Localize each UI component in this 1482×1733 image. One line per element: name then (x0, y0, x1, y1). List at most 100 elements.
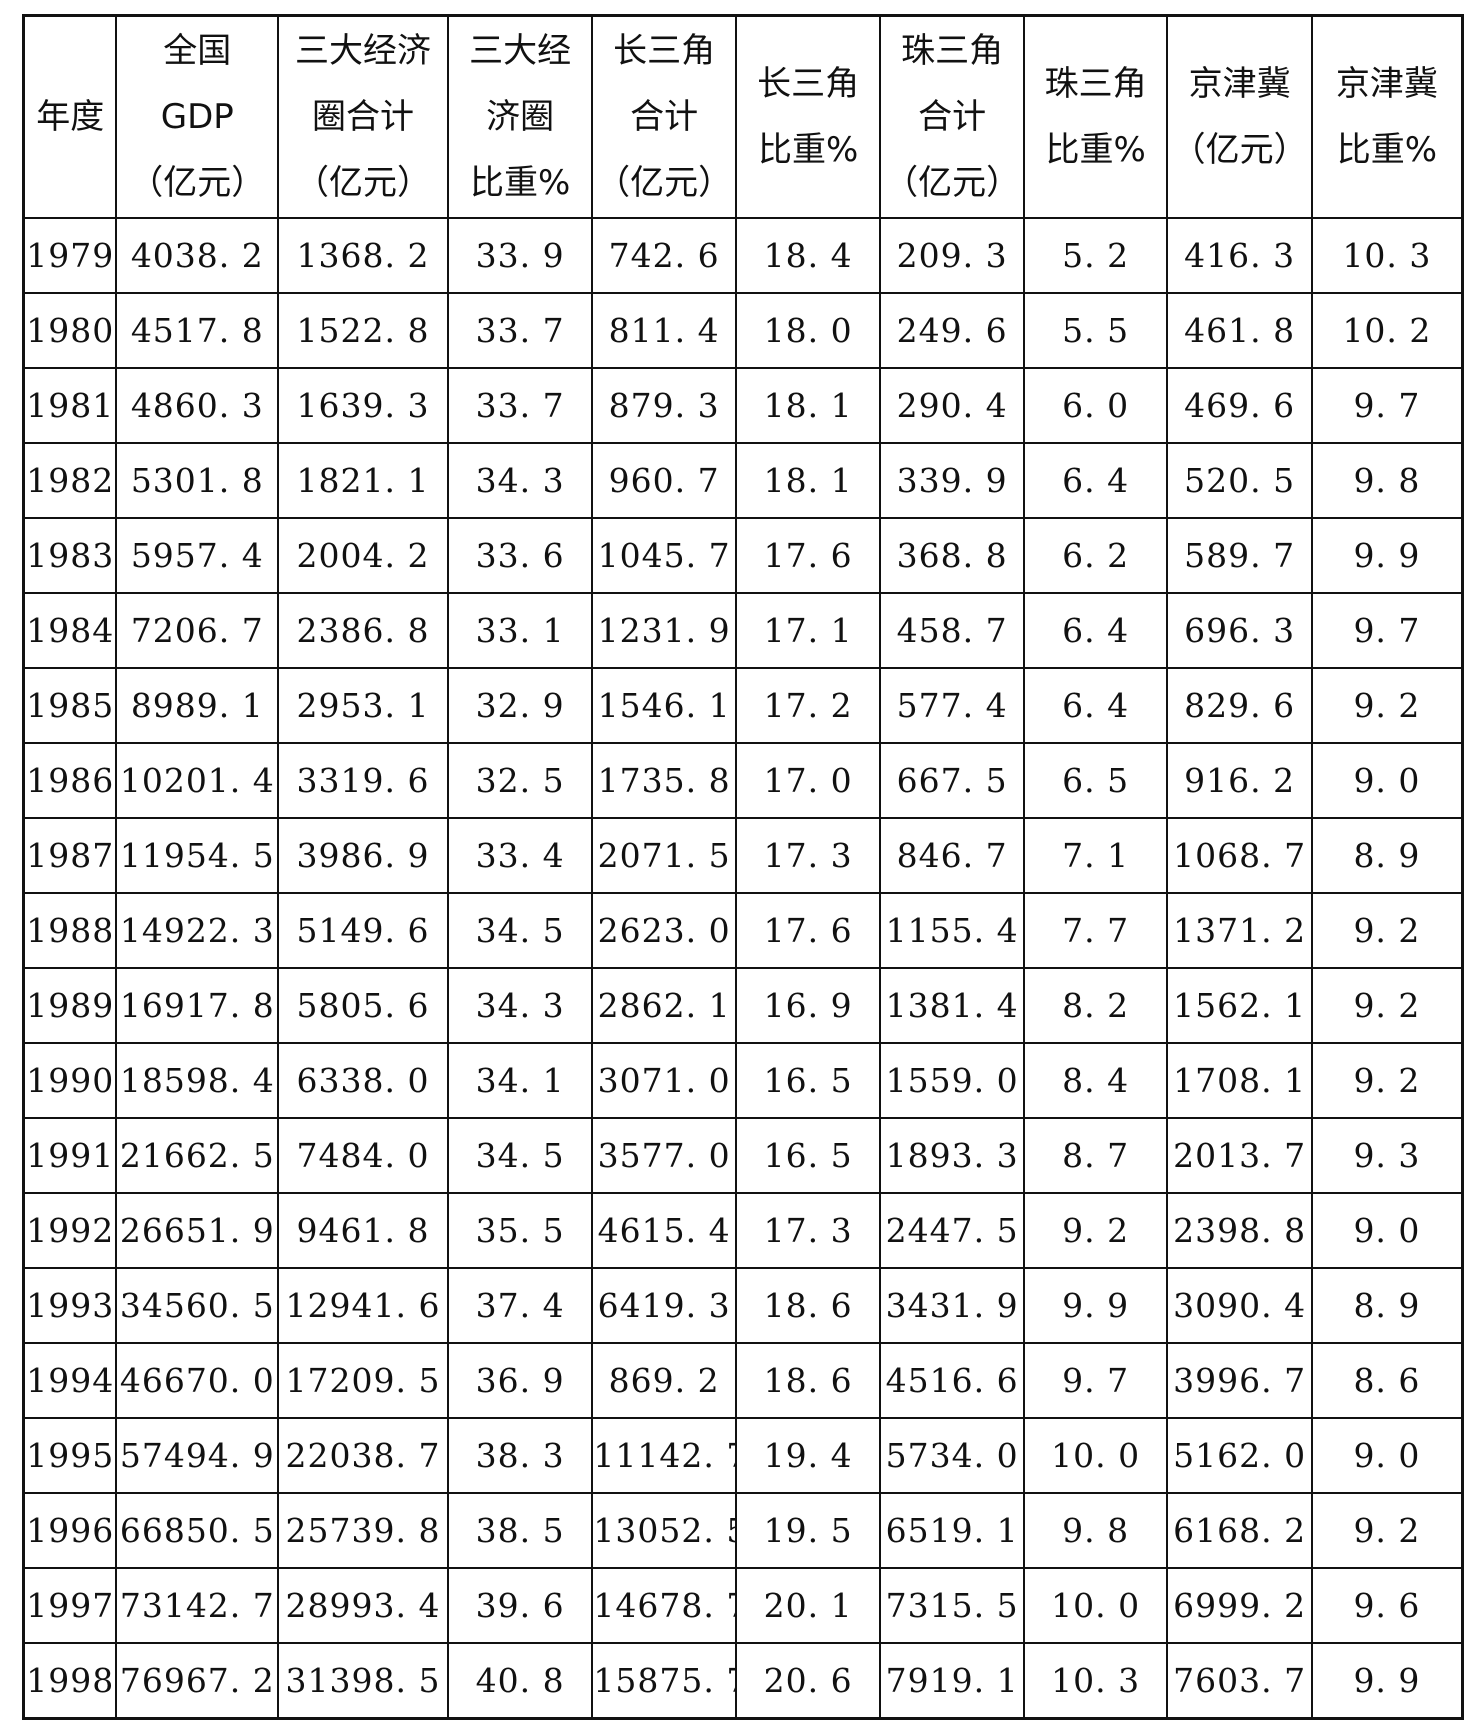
table-cell: 17. 0 (734, 742, 882, 819)
table-cell: 21662. 5 (115, 1117, 280, 1194)
table-cell: 34. 1 (446, 1042, 594, 1119)
column-header-line: 长三角 (613, 31, 716, 71)
table-body: 1979 4038. 2 1368. 2 33. 9 742. 6 18. 4 209. 3… (22, 217, 1464, 1720)
gdp-economic-circle-table: 年度 全国 GDP （亿元） 三大经济 圈合计 （亿元） 三大经 济圈 比重% 长三角 合计 （亿元）长… (22, 14, 1464, 1720)
year-cell: 1987 (22, 817, 118, 894)
table-cell: 6419. 3 (591, 1267, 737, 1344)
table-cell: 16. 9 (734, 967, 882, 1044)
column-header-line: 合计 (918, 97, 987, 137)
table-cell: 6999. 2 (1166, 1567, 1313, 1644)
table-row: 1983 5957. 4 2004. 2 33. 6 1045. 7 17. 6 368. … (22, 517, 1464, 594)
column-header: 珠三角 合计 （亿元） (879, 14, 1025, 219)
table-cell: 9. 8 (1310, 442, 1464, 519)
table-cell: 9. 3 (1310, 1117, 1464, 1194)
table-cell: 19. 5 (734, 1492, 882, 1569)
table-cell: 34. 5 (446, 1117, 594, 1194)
column-header-line: 比重% (470, 163, 571, 203)
table-cell: 17. 1 (734, 592, 882, 669)
table-cell: 9. 7 (1310, 367, 1464, 444)
table-row: 1980 4517. 8 1522. 8 33. 7 811. 4 18. 0 249. 6… (22, 292, 1464, 369)
table-cell: 5149. 6 (277, 892, 449, 969)
year-cell: 1992 (22, 1192, 118, 1269)
table-cell: 19. 4 (734, 1417, 882, 1494)
header-row: 年度 全国 GDP （亿元） 三大经济 圈合计 （亿元） 三大经 济圈 比重% 长三角 合计 （亿元）长… (22, 14, 1464, 219)
table-row: 1992 26651. 9 9461. 8 35. 5 4615. 4 17. 3 2447… (22, 1192, 1464, 1269)
table-cell: 16917. 8 (115, 967, 280, 1044)
table-cell: 35. 5 (446, 1192, 594, 1269)
table-header: 年度 全国 GDP （亿元） 三大经济 圈合计 （亿元） 三大经 济圈 比重% 长三角 合计 （亿元）长… (22, 14, 1464, 219)
table-cell: 1068. 7 (1166, 817, 1313, 894)
table-cell: 1893. 3 (879, 1117, 1025, 1194)
table-cell: 11142. 7 (591, 1417, 737, 1494)
table-cell: 6168. 2 (1166, 1492, 1313, 1569)
table-cell: 76967. 2 (115, 1642, 280, 1720)
column-header: 三大经 济圈 比重% (446, 14, 594, 219)
table-cell: 1546. 1 (591, 667, 737, 744)
table-cell: 6338. 0 (277, 1042, 449, 1119)
column-header: 京津冀 （亿元） (1166, 14, 1313, 219)
year-cell: 1979 (22, 217, 118, 294)
year-cell: 1988 (22, 892, 118, 969)
year-cell: 1995 (22, 1417, 118, 1494)
table-cell: 38. 3 (446, 1417, 594, 1494)
table-cell: 7206. 7 (115, 592, 280, 669)
table-cell: 589. 7 (1166, 517, 1313, 594)
table-cell: 577. 4 (879, 667, 1025, 744)
column-header-line: 年度 (36, 97, 105, 137)
table-cell: 3996. 7 (1166, 1342, 1313, 1419)
table-cell: 5162. 0 (1166, 1417, 1313, 1494)
table-cell: 2447. 5 (879, 1192, 1025, 1269)
table-cell: 4516. 6 (879, 1342, 1025, 1419)
table-cell: 17. 6 (734, 892, 882, 969)
table-row: 1981 4860. 3 1639. 3 33. 7 879. 3 18. 1 290. 4… (22, 367, 1464, 444)
table-cell: 33. 4 (446, 817, 594, 894)
table-cell: 46670. 0 (115, 1342, 280, 1419)
table-cell: 2623. 0 (591, 892, 737, 969)
table-cell: 7603. 7 (1166, 1642, 1313, 1720)
table-cell: 9. 2 (1310, 1042, 1464, 1119)
table-cell: 25739. 8 (277, 1492, 449, 1569)
column-header-line: （亿元） (129, 163, 266, 203)
table-cell: 3577. 0 (591, 1117, 737, 1194)
year-cell: 1998 (22, 1642, 118, 1720)
column-header: 长三角 合计 （亿元） (591, 14, 737, 219)
table-cell: 9. 6 (1310, 1567, 1464, 1644)
table-cell: 10. 0 (1022, 1417, 1169, 1494)
table-cell: 5734. 0 (879, 1417, 1025, 1494)
year-cell: 1989 (22, 967, 118, 1044)
table-cell: 9. 9 (1022, 1267, 1169, 1344)
table-cell: 9. 0 (1310, 1192, 1464, 1269)
table-cell: 461. 8 (1166, 292, 1313, 369)
table-cell: 1155. 4 (879, 892, 1025, 969)
table-row: 1988 14922. 3 5149. 6 34. 5 2623. 0 17. 6 1155… (22, 892, 1464, 969)
table-cell: 18. 6 (734, 1267, 882, 1344)
table-cell: 7919. 1 (879, 1642, 1025, 1720)
year-cell: 1982 (22, 442, 118, 519)
table-cell: 39. 6 (446, 1567, 594, 1644)
table-cell: 7484. 0 (277, 1117, 449, 1194)
year-cell: 1993 (22, 1267, 118, 1344)
table-cell: 8. 4 (1022, 1042, 1169, 1119)
column-header-line: （亿元） (596, 163, 733, 203)
table-cell: 18. 4 (734, 217, 882, 294)
table-cell: 1381. 4 (879, 967, 1025, 1044)
table-cell: 17. 2 (734, 667, 882, 744)
table-cell: 18. 6 (734, 1342, 882, 1419)
table-cell: 1708. 1 (1166, 1042, 1313, 1119)
table-cell: 9. 9 (1310, 517, 1464, 594)
table-cell: 4517. 8 (115, 292, 280, 369)
column-header-line: 比重% (1336, 130, 1438, 170)
table-cell: 10. 2 (1310, 292, 1464, 369)
table-cell: 26651. 9 (115, 1192, 280, 1269)
table-cell: 458. 7 (879, 592, 1025, 669)
table-cell: 10. 3 (1310, 217, 1464, 294)
table-cell: 8. 2 (1022, 967, 1169, 1044)
column-header-line: （亿元） (295, 163, 432, 203)
table-cell: 18. 1 (734, 367, 882, 444)
table-cell: 15875. 7 (591, 1642, 737, 1720)
table-cell: 4038. 2 (115, 217, 280, 294)
table-cell: 38. 5 (446, 1492, 594, 1569)
table-cell: 9. 9 (1310, 1642, 1464, 1720)
table-cell: 40. 8 (446, 1642, 594, 1720)
gdp-table-container: 年度 全国 GDP （亿元） 三大经济 圈合计 （亿元） 三大经 济圈 比重% 长三角 合计 （亿元）长… (22, 14, 1464, 1720)
